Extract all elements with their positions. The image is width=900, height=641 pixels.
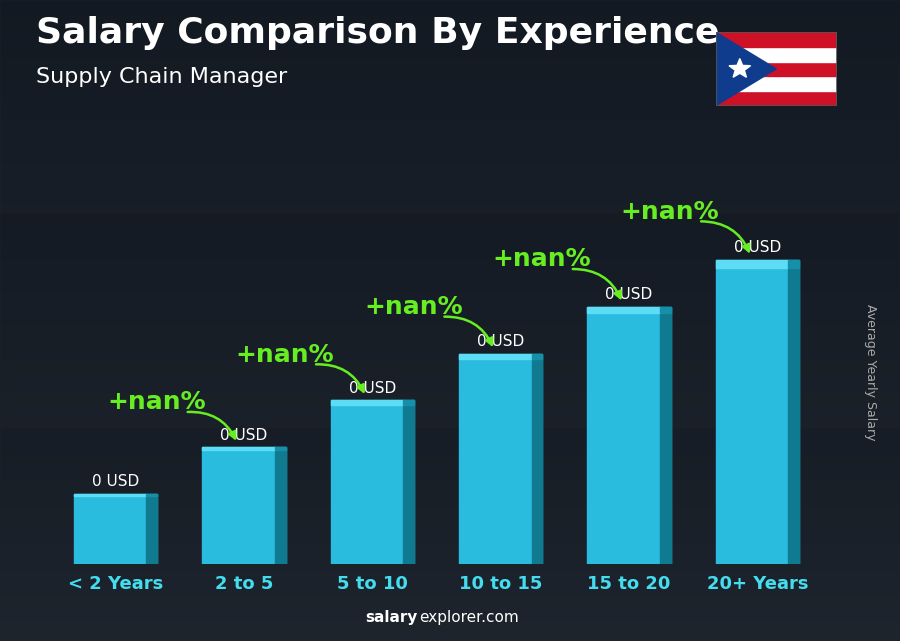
Text: 0 USD: 0 USD bbox=[92, 474, 140, 489]
Bar bbox=[532, 354, 543, 359]
Bar bbox=[147, 494, 158, 495]
Bar bbox=[788, 260, 799, 564]
Bar bbox=[716, 260, 788, 268]
Bar bbox=[788, 260, 799, 268]
Bar bbox=[330, 401, 414, 564]
Bar bbox=[403, 401, 414, 404]
Text: 0 USD: 0 USD bbox=[220, 428, 267, 442]
Text: Salary Comparison By Experience: Salary Comparison By Experience bbox=[36, 16, 719, 50]
Text: +nan%: +nan% bbox=[621, 200, 719, 224]
Text: +nan%: +nan% bbox=[236, 343, 334, 367]
Bar bbox=[202, 447, 274, 450]
Bar bbox=[459, 354, 532, 359]
Bar bbox=[716, 260, 799, 564]
Bar bbox=[660, 307, 670, 564]
Bar bbox=[716, 47, 837, 62]
Bar bbox=[532, 354, 543, 564]
Bar bbox=[74, 494, 147, 495]
Bar bbox=[274, 447, 285, 450]
Bar bbox=[588, 307, 670, 564]
Text: explorer.com: explorer.com bbox=[419, 610, 518, 625]
Bar bbox=[147, 494, 158, 564]
Bar bbox=[403, 401, 414, 564]
Text: 0 USD: 0 USD bbox=[606, 287, 652, 303]
Text: 0 USD: 0 USD bbox=[734, 240, 781, 256]
Bar bbox=[459, 354, 543, 564]
Bar bbox=[588, 307, 660, 313]
Bar bbox=[274, 447, 285, 564]
Bar bbox=[716, 32, 837, 47]
Text: Average Yearly Salary: Average Yearly Salary bbox=[865, 304, 878, 440]
Bar bbox=[74, 494, 158, 564]
Bar bbox=[660, 307, 670, 313]
Bar bbox=[716, 62, 837, 76]
Text: Supply Chain Manager: Supply Chain Manager bbox=[36, 67, 287, 87]
Bar bbox=[716, 91, 837, 106]
Polygon shape bbox=[729, 58, 751, 78]
Text: salary: salary bbox=[364, 610, 418, 625]
Text: 0 USD: 0 USD bbox=[477, 334, 525, 349]
Text: +nan%: +nan% bbox=[364, 295, 463, 319]
Bar bbox=[330, 401, 403, 404]
Bar bbox=[202, 447, 285, 564]
Text: +nan%: +nan% bbox=[492, 247, 591, 271]
Text: +nan%: +nan% bbox=[107, 390, 206, 415]
Bar bbox=[716, 76, 837, 91]
Polygon shape bbox=[716, 32, 776, 106]
Text: 0 USD: 0 USD bbox=[348, 381, 396, 395]
